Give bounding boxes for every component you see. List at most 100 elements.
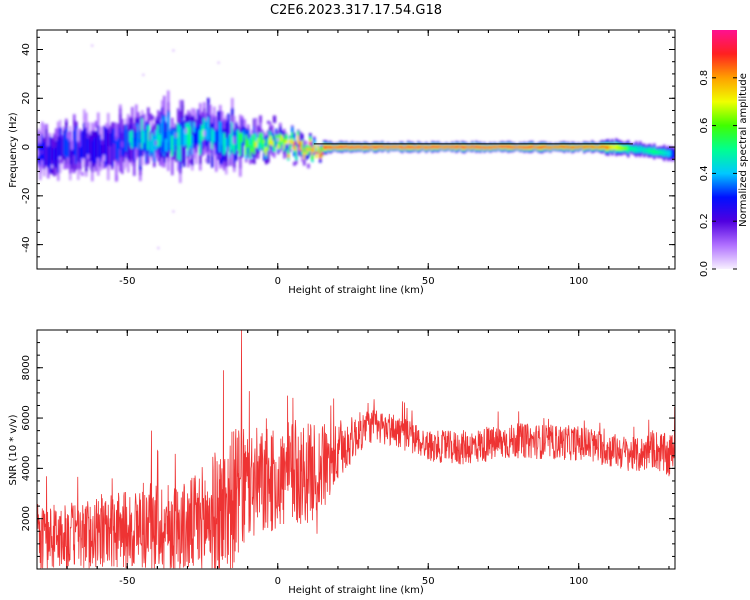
heatmap-cell bbox=[243, 130, 246, 139]
heatmap-cell bbox=[257, 137, 260, 142]
heatmap-cell bbox=[89, 136, 92, 162]
heatmap-cell bbox=[159, 134, 162, 147]
heatmap-cell bbox=[283, 142, 286, 149]
heatmap-cell bbox=[251, 139, 254, 150]
heatmap-cell bbox=[37, 149, 40, 157]
heatmap-cell bbox=[303, 147, 306, 153]
heatmap-cell bbox=[547, 146, 550, 149]
heatmap-cell bbox=[565, 146, 568, 148]
heatmap-cell bbox=[43, 142, 46, 166]
heatmap-cell bbox=[497, 146, 500, 148]
x-tick-label: 0 bbox=[275, 576, 281, 587]
heatmap-cell bbox=[305, 145, 308, 151]
heatmap-cell bbox=[93, 137, 96, 164]
heatmap-cell bbox=[421, 146, 424, 148]
heatmap-cell bbox=[305, 152, 308, 155]
heatmap-cell bbox=[323, 146, 326, 149]
heatmap-cell bbox=[169, 129, 172, 150]
heatmap-cell bbox=[317, 145, 320, 151]
heatmap-cell bbox=[501, 145, 504, 148]
heatmap-cell bbox=[39, 144, 42, 167]
heatmap-cell bbox=[53, 148, 56, 167]
heatmap-cell bbox=[163, 120, 166, 153]
heatmap-cell bbox=[435, 146, 438, 148]
heatmap-cell bbox=[325, 146, 328, 149]
heatmap-cell bbox=[97, 125, 100, 159]
heatmap-cell bbox=[317, 151, 320, 154]
heatmap-cell bbox=[151, 115, 154, 121]
heatmap-cell bbox=[545, 146, 548, 148]
heatmap-cell bbox=[411, 146, 414, 148]
heatmap-cell bbox=[225, 138, 228, 152]
heatmap-cell bbox=[477, 146, 480, 148]
y-tick-label: 0 bbox=[21, 144, 32, 150]
x-tick-label: 0 bbox=[275, 276, 281, 287]
heatmap-cell bbox=[215, 134, 218, 155]
heatmap-cell bbox=[593, 146, 596, 149]
heatmap-cell bbox=[451, 146, 454, 148]
heatmap-speck bbox=[217, 61, 220, 64]
heatmap-cell bbox=[469, 146, 472, 149]
heatmap-cell bbox=[147, 115, 150, 120]
heatmap-cell bbox=[349, 146, 352, 149]
heatmap-cell bbox=[445, 146, 448, 148]
spectrogram-y-label: Frequency (Hz) bbox=[8, 112, 19, 188]
heatmap-cell bbox=[653, 147, 656, 155]
heatmap-cell bbox=[71, 149, 74, 165]
heatmap-cell bbox=[291, 138, 294, 145]
heatmap-cell bbox=[503, 145, 506, 148]
heatmap-cell bbox=[205, 157, 208, 163]
heatmap-cell bbox=[487, 146, 490, 149]
heatmap-cell bbox=[505, 145, 508, 148]
y-tick-label: -40 bbox=[21, 236, 32, 252]
x-tick-label: 50 bbox=[422, 276, 435, 287]
heatmap-cell bbox=[619, 145, 622, 151]
heatmap-cell bbox=[63, 133, 66, 156]
heatmap-cell bbox=[225, 162, 228, 167]
heatmap-cell bbox=[463, 146, 466, 149]
heatmap-cell bbox=[607, 146, 610, 149]
heatmap-cell bbox=[525, 146, 528, 149]
heatmap-cell bbox=[527, 146, 530, 149]
heatmap-cell bbox=[51, 168, 54, 175]
heatmap-cell bbox=[357, 146, 360, 148]
heatmap-cell bbox=[241, 132, 244, 143]
heatmap-cell bbox=[585, 145, 588, 148]
heatmap-cell bbox=[75, 126, 78, 165]
heatmap-cell bbox=[261, 138, 264, 149]
heatmap-cell bbox=[669, 150, 672, 157]
y-tick-label: -20 bbox=[21, 188, 32, 204]
heatmap-cell bbox=[247, 139, 250, 148]
heatmap-cell bbox=[439, 146, 442, 148]
heatmap-cell bbox=[281, 139, 284, 145]
heatmap-cell bbox=[255, 141, 258, 148]
heatmap-cell bbox=[431, 146, 434, 148]
heatmap-cell bbox=[301, 143, 304, 148]
heatmap-cell bbox=[311, 151, 314, 161]
heatmap-cell bbox=[617, 145, 620, 150]
heatmap-cell bbox=[295, 148, 298, 151]
heatmap-cell bbox=[299, 147, 302, 151]
heatmap-cell bbox=[615, 144, 618, 150]
heatmap-cell bbox=[483, 146, 486, 149]
colorbar-tick-label: 0.2 bbox=[699, 213, 710, 229]
heatmap-cell bbox=[121, 141, 124, 148]
heatmap-cell bbox=[569, 146, 572, 148]
heatmap-cell bbox=[77, 143, 80, 162]
heatmap-cell bbox=[85, 128, 88, 161]
heatmap-cell bbox=[321, 151, 324, 153]
heatmap-cell bbox=[433, 145, 436, 148]
heatmap-cell bbox=[373, 146, 376, 149]
heatmap-cell bbox=[321, 146, 324, 154]
heatmap-cell bbox=[297, 136, 300, 144]
heatmap-cell bbox=[217, 128, 220, 143]
heatmap-cell bbox=[275, 135, 278, 142]
snr-x-label: Height of straight line (km) bbox=[288, 585, 424, 596]
heatmap-cell bbox=[113, 128, 116, 144]
heatmap-cell bbox=[321, 152, 324, 156]
heatmap-cell bbox=[69, 141, 72, 165]
heatmap-cell bbox=[61, 138, 64, 158]
heatmap-cell bbox=[589, 146, 592, 148]
heatmap-cell bbox=[621, 146, 624, 151]
heatmap-cell bbox=[533, 146, 536, 148]
